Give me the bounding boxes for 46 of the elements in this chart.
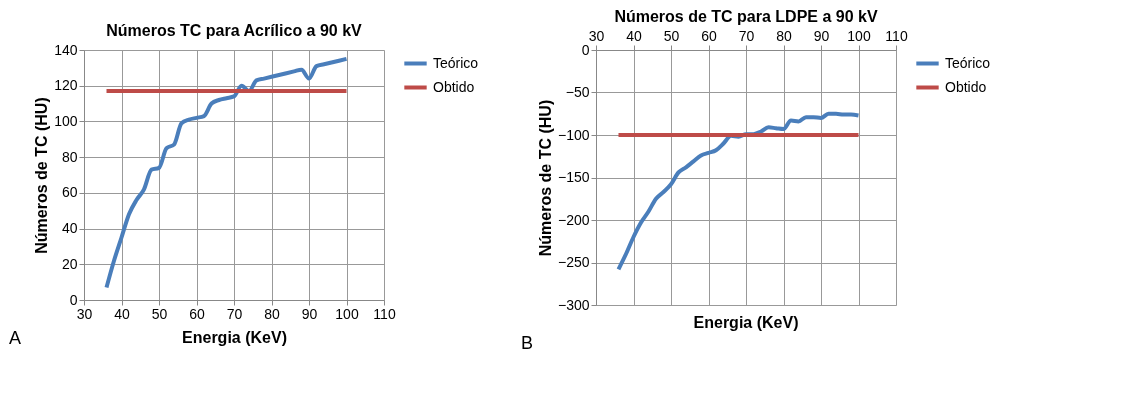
x-tick-label: 50	[663, 27, 680, 44]
chart-title: Números de TC para LDPE a 90 kV	[614, 8, 878, 25]
y-tick-label: 40	[61, 220, 78, 237]
x-tick-label: 60	[701, 27, 717, 44]
x-tick-label: 80	[776, 27, 792, 44]
legend-label: Obtido	[945, 78, 987, 95]
y-tick-label: 0	[69, 291, 78, 308]
x-axis-title: Energia (KeV)	[693, 314, 799, 331]
x-tick-label: 30	[76, 305, 93, 322]
x-axis-title: Energia (KeV)	[182, 328, 287, 346]
y-tick-label: −150	[557, 169, 590, 185]
y-tick-label: 100	[54, 112, 78, 129]
x-tick-label: 100	[335, 305, 359, 322]
y-tick-label: −50	[565, 84, 590, 100]
x-tick-label: 40	[114, 305, 130, 322]
y-axis-title: Números de TC (HU)	[536, 99, 554, 257]
x-tick-label: 70	[738, 27, 755, 44]
y-tick-label: 20	[61, 255, 78, 272]
legend-label: Obtido	[433, 78, 475, 95]
x-tick-label: 100	[847, 27, 871, 44]
x-tick-label: 80	[264, 305, 280, 322]
y-tick-label: −200	[557, 211, 590, 228]
x-tick-label: 90	[301, 305, 318, 322]
x-tick-label: 110	[885, 27, 908, 44]
x-tick-label: 30	[588, 27, 605, 44]
x-tick-label: 110	[373, 305, 396, 322]
line-series	[104, 56, 349, 290]
y-tick-label: 120	[54, 77, 78, 94]
x-tick-label: 50	[151, 305, 168, 322]
y-axis-title: Números de TC (HU)	[33, 97, 51, 254]
y-tick-label: 80	[61, 148, 78, 165]
y-tick-label: 140	[54, 41, 78, 58]
y-tick-label: −250	[557, 254, 590, 270]
y-tick-label: 60	[61, 184, 78, 201]
x-tick-label: 70	[226, 305, 243, 322]
x-tick-label: 40	[626, 27, 642, 44]
x-tick-label: 60	[189, 305, 205, 322]
y-tick-label: −300	[557, 296, 590, 313]
text: A	[9, 328, 22, 348]
y-tick-label: −100	[557, 126, 590, 143]
text: B	[521, 333, 534, 353]
legend-label: Teórico	[945, 54, 991, 71]
y-tick-label: 0	[581, 41, 590, 58]
legend-label: Teórico	[433, 54, 479, 71]
x-tick-label: 90	[813, 27, 830, 44]
chart-title: Números TC para Acrílico a 90 kV	[106, 22, 363, 39]
